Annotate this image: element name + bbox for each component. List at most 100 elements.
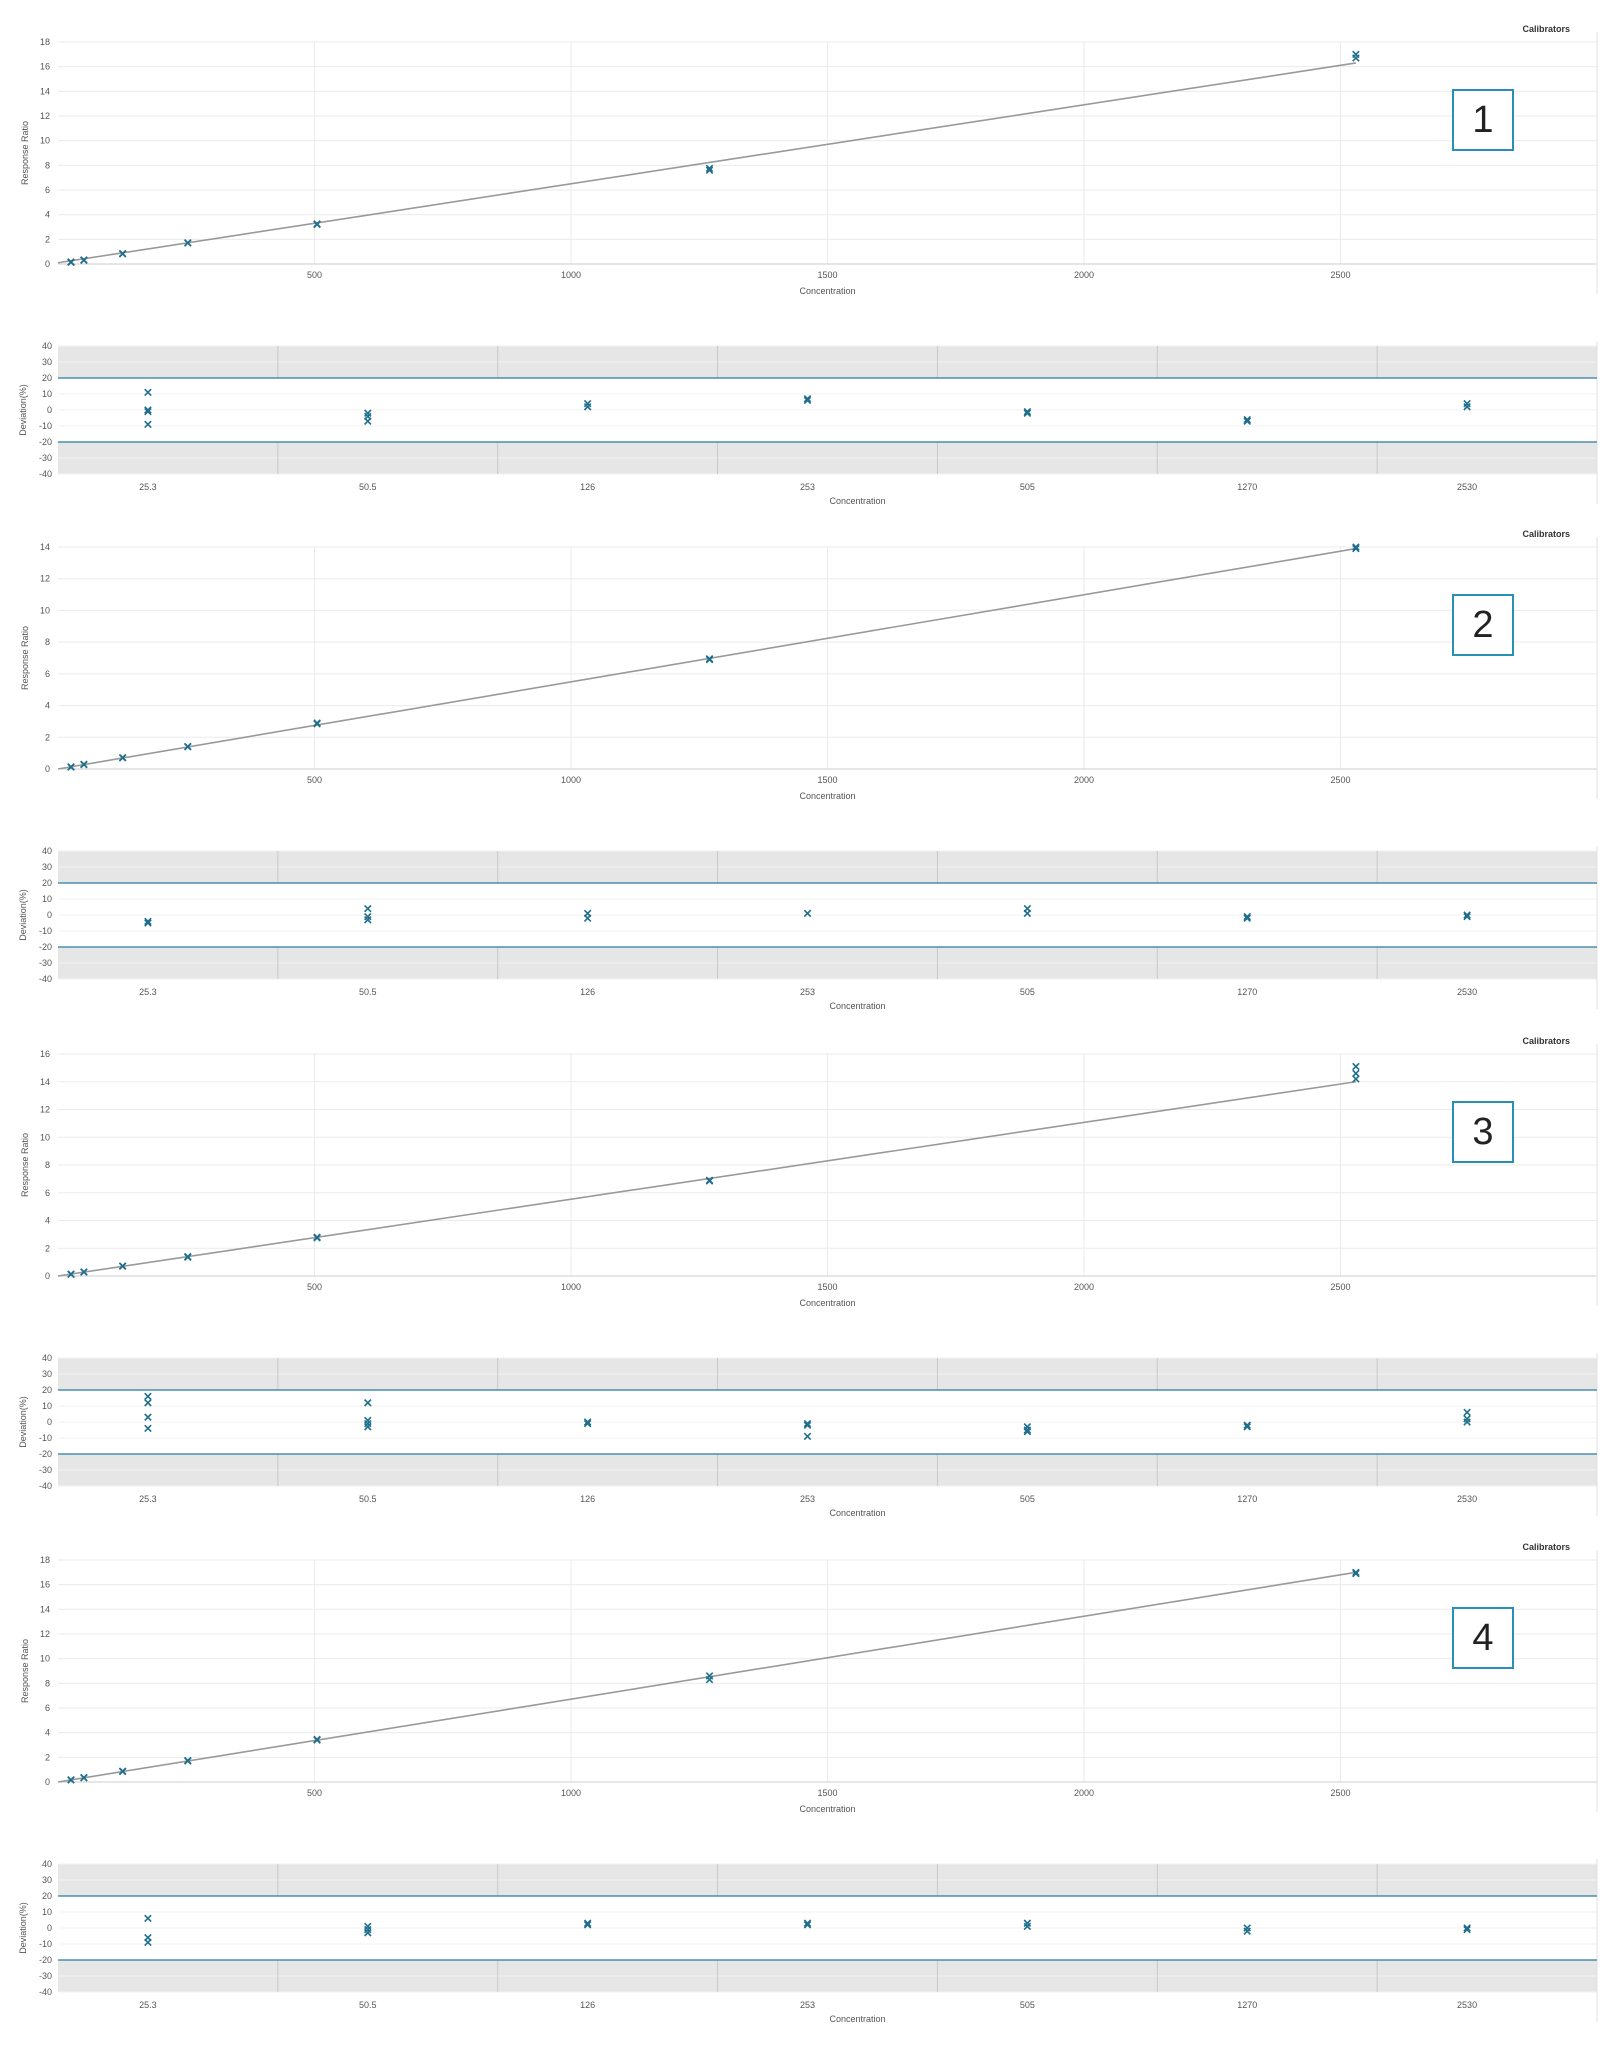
dev-x-tick-label: 25.3 [139,987,157,997]
deviation-point [803,395,812,403]
dev-y-tick-label: 30 [42,357,52,367]
panel-number-label: 1 [1452,89,1514,151]
y-tick-label: 18 [40,37,50,47]
y-tick-label: 14 [40,1077,50,1087]
deviation-point [364,1399,372,1407]
panel-svg: 0 2 4 6 8 10 12 14 16 500 1000 1500 2000 2500 Concentr… [18,1036,1598,1518]
x-tick-label: 1500 [817,270,837,280]
calibrator-point [80,760,88,769]
dev-x-axis-label: Concentration [829,1508,885,1518]
dev-x-tick-label: 1270 [1237,482,1257,492]
calibrator-point [80,1773,88,1782]
dev-x-tick-label: 505 [1020,482,1035,492]
deviation-point [1463,1418,1471,1426]
calibrator-point [1352,1568,1360,1577]
dev-x-tick-label: 2530 [1457,482,1477,492]
y-tick-label: 2 [45,1243,50,1253]
calibrator-point [80,256,88,265]
y-tick-label: 14 [40,1604,50,1614]
calibration-panel-1: 0 2 4 6 8 10 12 14 16 18 500 1000 1500 2000 2500 Concen… [0,20,1622,525]
calibrator-point [67,1776,75,1784]
deviation-point [803,396,812,405]
dev-x-tick-label: 50.5 [359,987,377,997]
dev-x-tick-label: 2530 [1457,2000,1477,2010]
deviation-point [1463,911,1471,919]
dev-x-tick-label: 2530 [1457,987,1477,997]
x-axis-label: Concentration [799,1298,855,1308]
y-tick-label: 4 [45,1216,50,1226]
legend-calibrators: Calibrators [1522,529,1570,539]
y-tick-label: 4 [45,701,50,711]
x-tick-label: 1000 [561,775,581,785]
dev-y-tick-label: -30 [39,1971,52,1981]
y-axis-label: Response Ratio [20,626,30,690]
deviation-point [1463,912,1471,921]
calibrator-point [118,249,127,258]
dev-y-tick-label: 0 [47,405,52,415]
calibrator-point [184,239,192,247]
dev-y-tick-label: 40 [42,1859,52,1869]
calibration-panel-3: 0 2 4 6 8 10 12 14 16 500 1000 1500 2000 2500 Concentr… [0,1032,1622,1537]
calibrator-point [118,1262,127,1270]
x-axis-label: Concentration [799,1804,855,1814]
deviation-point [583,1419,592,1428]
fit-line [57,62,1357,264]
dev-y-tick-label: -40 [39,1481,52,1491]
dev-x-tick-label: 25.3 [139,482,157,492]
y-tick-label: 12 [40,111,50,121]
y-axis-label: Response Ratio [20,1133,30,1197]
dev-y-tick-label: -10 [39,421,52,431]
deviation-point [1023,1427,1032,1436]
y-tick-label: 6 [45,1703,50,1713]
y-tick-label: 8 [45,637,50,647]
dev-x-axis-label: Concentration [829,2014,885,2024]
deviation-point [583,1418,592,1426]
calibrator-point [705,1176,714,1185]
x-tick-label: 1500 [817,775,837,785]
calibrator-point [118,1767,127,1775]
deviation-point [144,407,152,416]
y-tick-label: 2 [45,234,50,244]
dev-x-tick-label: 253 [800,987,815,997]
deviation-point [144,388,152,397]
calibrator-point [1352,1069,1360,1078]
dev-x-tick-label: 50.5 [359,482,377,492]
x-tick-label: 1500 [817,1282,837,1292]
dev-y-tick-label: 10 [42,894,52,904]
x-axis-label: Concentration [799,791,855,801]
y-tick-label: 6 [45,1188,50,1198]
y-tick-label: 14 [40,86,50,96]
panel-number-label: 4 [1452,1607,1514,1669]
y-tick-label: 0 [45,1777,50,1787]
dev-y-tick-label: 20 [42,1891,52,1901]
deviation-point [1463,1924,1471,1932]
y-tick-label: 8 [45,1678,50,1688]
calibrator-point [67,258,75,267]
dev-y-tick-label: -30 [39,453,52,463]
deviation-point [364,904,372,913]
deviation-point [1243,912,1251,921]
dev-y-axis-label: Deviation(%) [18,1902,28,1954]
y-tick-label: 12 [40,1629,50,1639]
calibrator-point [313,1735,321,1744]
dev-y-tick-label: 10 [42,389,52,399]
panel-number-label: 2 [1452,594,1514,656]
dev-y-tick-label: 0 [47,1417,52,1427]
calibrator-point [67,763,75,771]
y-tick-label: 16 [40,1049,50,1059]
dev-y-tick-label: 20 [42,878,52,888]
x-tick-label: 2000 [1074,1788,1094,1798]
dev-x-tick-label: 505 [1020,1494,1035,1504]
deviation-point [803,1432,812,1441]
y-tick-label: 16 [40,1580,50,1590]
y-tick-label: 12 [40,574,50,584]
x-tick-label: 2000 [1074,775,1094,785]
deviation-point [803,1919,812,1927]
dev-x-tick-label: 1270 [1237,2000,1257,2010]
calibrator-point [313,220,321,229]
y-tick-label: 4 [45,210,50,220]
dev-y-tick-label: -20 [39,437,52,447]
dev-y-tick-label: 0 [47,1923,52,1933]
dev-x-tick-label: 253 [800,1494,815,1504]
deviation-point [1243,1927,1251,1935]
